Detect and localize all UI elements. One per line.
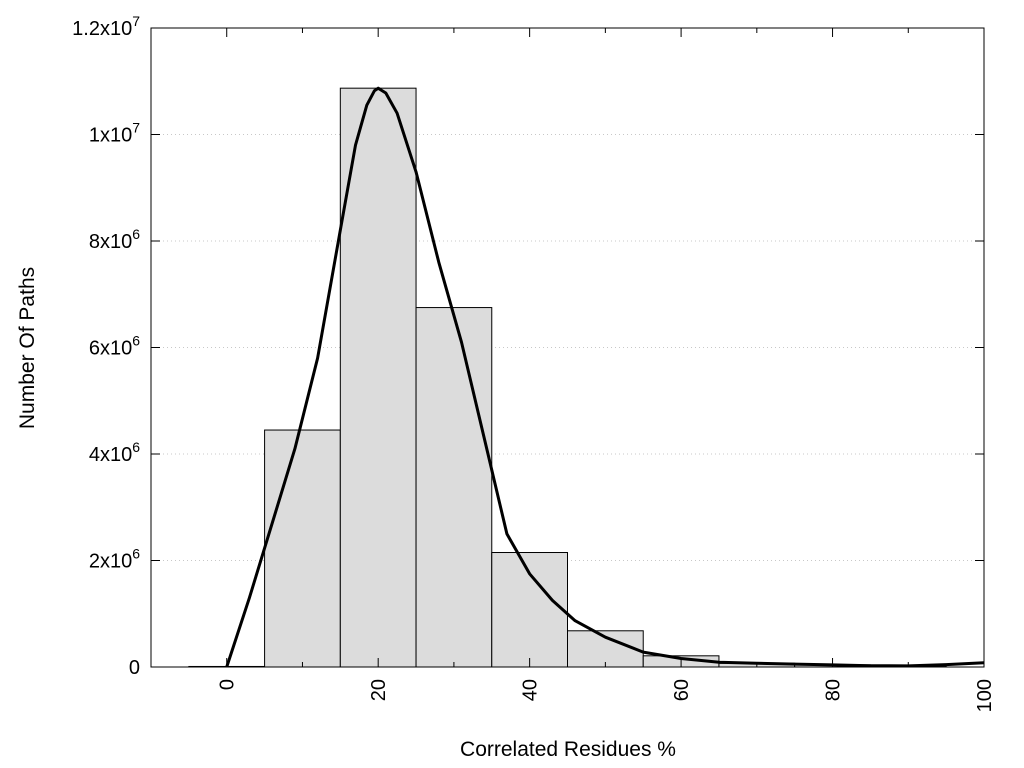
y-axis-label: Number Of Paths [16,267,39,429]
histogram-bar-3 [415,307,493,668]
y-tick-label-1: 2x106 [89,546,140,573]
x-tick-label-5: 100 [974,679,996,712]
fit-curve [225,86,985,668]
y-tick-label-2: 4x106 [89,439,140,466]
y-tick-label-0: 0 [129,657,140,679]
axis-ticks [151,27,985,668]
x-axis-label: Correlated Residues % [460,738,676,761]
y-tick-label-5: 1x107 [89,120,140,147]
histogram-bar-2 [339,87,417,668]
histogram-bar-1 [264,429,341,668]
y-tick-labels: 0 2x106 4x106 6x106 8x106 1x107 1.2x107 [72,13,140,679]
x-tick-label-4: 80 [823,679,845,701]
fit-curve-layer [225,86,985,668]
y-tick-label-6: 1.2x107 [72,13,140,40]
histogram-bars [188,87,947,668]
x-tick-label-3: 60 [671,679,693,701]
histogram-bar-4 [491,552,569,668]
x-tick-label-2: 40 [520,679,542,701]
x-tick-label-0: 0 [217,679,239,690]
x-tick-label-1: 20 [368,679,390,701]
y-tick-label-4: 8x106 [89,226,140,253]
y-tick-label-3: 6x106 [89,333,140,360]
x-tick-labels: 0 20 40 60 80 100 [217,679,996,712]
